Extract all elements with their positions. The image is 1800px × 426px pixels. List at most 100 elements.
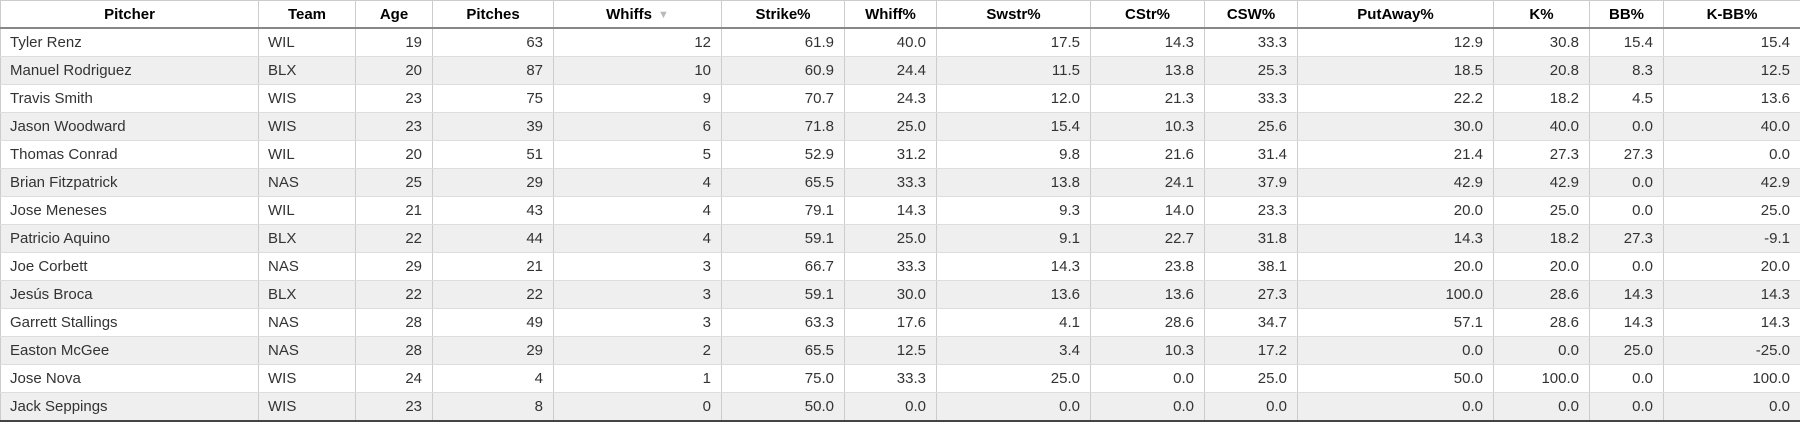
cell-strike_pct: 59.1 — [721, 280, 845, 309]
cell-strike_pct: 61.9 — [721, 28, 845, 57]
column-header-swstr_pct[interactable]: Swstr% — [936, 0, 1091, 29]
header-row: Pitcher Team Age Pitches Whiffs ▼ Strike% Whiff… — [0, 0, 1800, 29]
table-row: Jose Nova WIS 24 4 1 75.0 33.3 25.0 0.0 25.0 50.0 1… — [0, 364, 1800, 393]
cell-strike_pct: 65.5 — [721, 168, 845, 197]
cell-whiff_pct: 31.2 — [844, 140, 937, 169]
cell-age: 23 — [355, 84, 433, 113]
cell-pitches: 21 — [432, 252, 554, 281]
cell-pitcher: Travis Smith — [0, 84, 259, 113]
cell-whiffs: 3 — [553, 252, 722, 281]
cell-k_bb_pct: 14.3 — [1663, 308, 1800, 337]
cell-k_pct: 28.6 — [1493, 280, 1590, 309]
cell-whiffs: 6 — [553, 112, 722, 141]
cell-k_bb_pct: -25.0 — [1663, 336, 1800, 365]
cell-bb_pct: 27.3 — [1589, 224, 1664, 253]
column-header-age[interactable]: Age — [355, 0, 433, 29]
cell-team: WIS — [258, 112, 356, 141]
column-header-k_bb_pct[interactable]: K-BB% — [1663, 0, 1800, 29]
cell-cstr_pct: 13.8 — [1090, 56, 1205, 85]
cell-pitches: 87 — [432, 56, 554, 85]
column-header-cstr_pct[interactable]: CStr% — [1090, 0, 1205, 29]
cell-age: 29 — [355, 252, 433, 281]
table-row: Patricio Aquino BLX 22 44 4 59.1 25.0 9.1 22.7 31… — [0, 224, 1800, 253]
column-header-k_pct[interactable]: K% — [1493, 0, 1590, 29]
cell-k_pct: 18.2 — [1493, 84, 1590, 113]
cell-whiff_pct: 24.4 — [844, 56, 937, 85]
cell-putaway_pct: 0.0 — [1297, 392, 1494, 422]
cell-strike_pct: 79.1 — [721, 196, 845, 225]
cell-whiffs: 12 — [553, 28, 722, 57]
cell-putaway_pct: 12.9 — [1297, 28, 1494, 57]
cell-k_pct: 18.2 — [1493, 224, 1590, 253]
cell-team: NAS — [258, 168, 356, 197]
cell-cstr_pct: 28.6 — [1090, 308, 1205, 337]
cell-csw_pct: 27.3 — [1204, 280, 1298, 309]
column-header-putaway_pct[interactable]: PutAway% — [1297, 0, 1494, 29]
cell-age: 22 — [355, 224, 433, 253]
cell-putaway_pct: 21.4 — [1297, 140, 1494, 169]
table-row: Garrett Stallings NAS 28 49 3 63.3 17.6 4.1 28.6… — [0, 308, 1800, 337]
cell-age: 20 — [355, 56, 433, 85]
cell-cstr_pct: 24.1 — [1090, 168, 1205, 197]
cell-pitcher: Patricio Aquino — [0, 224, 259, 253]
cell-putaway_pct: 30.0 — [1297, 112, 1494, 141]
cell-swstr_pct: 17.5 — [936, 28, 1091, 57]
cell-cstr_pct: 14.3 — [1090, 28, 1205, 57]
column-header-pitches[interactable]: Pitches — [432, 0, 554, 29]
cell-csw_pct: 34.7 — [1204, 308, 1298, 337]
cell-whiff_pct: 25.0 — [844, 224, 937, 253]
cell-pitcher: Jack Seppings — [0, 392, 259, 422]
cell-putaway_pct: 20.0 — [1297, 252, 1494, 281]
cell-swstr_pct: 0.0 — [936, 392, 1091, 422]
cell-k_pct: 20.8 — [1493, 56, 1590, 85]
cell-csw_pct: 25.3 — [1204, 56, 1298, 85]
column-header-label: CStr% — [1124, 5, 1170, 23]
cell-cstr_pct: 10.3 — [1090, 336, 1205, 365]
table-row: Jack Seppings WIS 23 8 0 50.0 0.0 0.0 0.0 0.0 0.0 0… — [0, 392, 1800, 422]
cell-swstr_pct: 13.6 — [936, 280, 1091, 309]
cell-age: 22 — [355, 280, 433, 309]
cell-team: BLX — [258, 224, 356, 253]
cell-pitches: 44 — [432, 224, 554, 253]
cell-putaway_pct: 18.5 — [1297, 56, 1494, 85]
cell-k_bb_pct: 14.3 — [1663, 280, 1800, 309]
cell-team: NAS — [258, 308, 356, 337]
cell-pitches: 63 — [432, 28, 554, 57]
column-header-strike_pct[interactable]: Strike% — [721, 0, 845, 29]
cell-k_pct: 42.9 — [1493, 168, 1590, 197]
cell-putaway_pct: 57.1 — [1297, 308, 1494, 337]
cell-whiffs: 3 — [553, 280, 722, 309]
cell-swstr_pct: 12.0 — [936, 84, 1091, 113]
cell-csw_pct: 0.0 — [1204, 392, 1298, 422]
cell-whiff_pct: 0.0 — [844, 392, 937, 422]
cell-pitches: 22 — [432, 280, 554, 309]
cell-putaway_pct: 20.0 — [1297, 196, 1494, 225]
cell-bb_pct: 0.0 — [1589, 392, 1664, 422]
column-header-pitcher[interactable]: Pitcher — [0, 0, 259, 29]
cell-k_pct: 20.0 — [1493, 252, 1590, 281]
column-header-csw_pct[interactable]: CSW% — [1204, 0, 1298, 29]
column-header-label: Strike% — [755, 5, 811, 23]
column-header-bb_pct[interactable]: BB% — [1589, 0, 1664, 29]
cell-cstr_pct: 22.7 — [1090, 224, 1205, 253]
cell-bb_pct: 0.0 — [1589, 364, 1664, 393]
column-header-label: K-BB% — [1706, 5, 1758, 23]
cell-k_pct: 100.0 — [1493, 364, 1590, 393]
column-header-whiffs[interactable]: Whiffs ▼ — [553, 0, 722, 29]
cell-cstr_pct: 0.0 — [1090, 364, 1205, 393]
cell-pitcher: Tyler Renz — [0, 28, 259, 57]
cell-strike_pct: 75.0 — [721, 364, 845, 393]
cell-k_bb_pct: 42.9 — [1663, 168, 1800, 197]
column-header-whiff_pct[interactable]: Whiff% — [844, 0, 937, 29]
column-header-label: Pitches — [466, 5, 520, 23]
sort-desc-icon: ▼ — [657, 8, 669, 21]
column-header-label: Whiffs — [606, 5, 652, 23]
cell-team: WIS — [258, 84, 356, 113]
column-header-team[interactable]: Team — [258, 0, 356, 29]
table-row: Jason Woodward WIS 23 39 6 71.8 25.0 15.4 10.3 25… — [0, 112, 1800, 141]
cell-age: 21 — [355, 196, 433, 225]
cell-age: 19 — [355, 28, 433, 57]
cell-csw_pct: 33.3 — [1204, 28, 1298, 57]
cell-putaway_pct: 100.0 — [1297, 280, 1494, 309]
